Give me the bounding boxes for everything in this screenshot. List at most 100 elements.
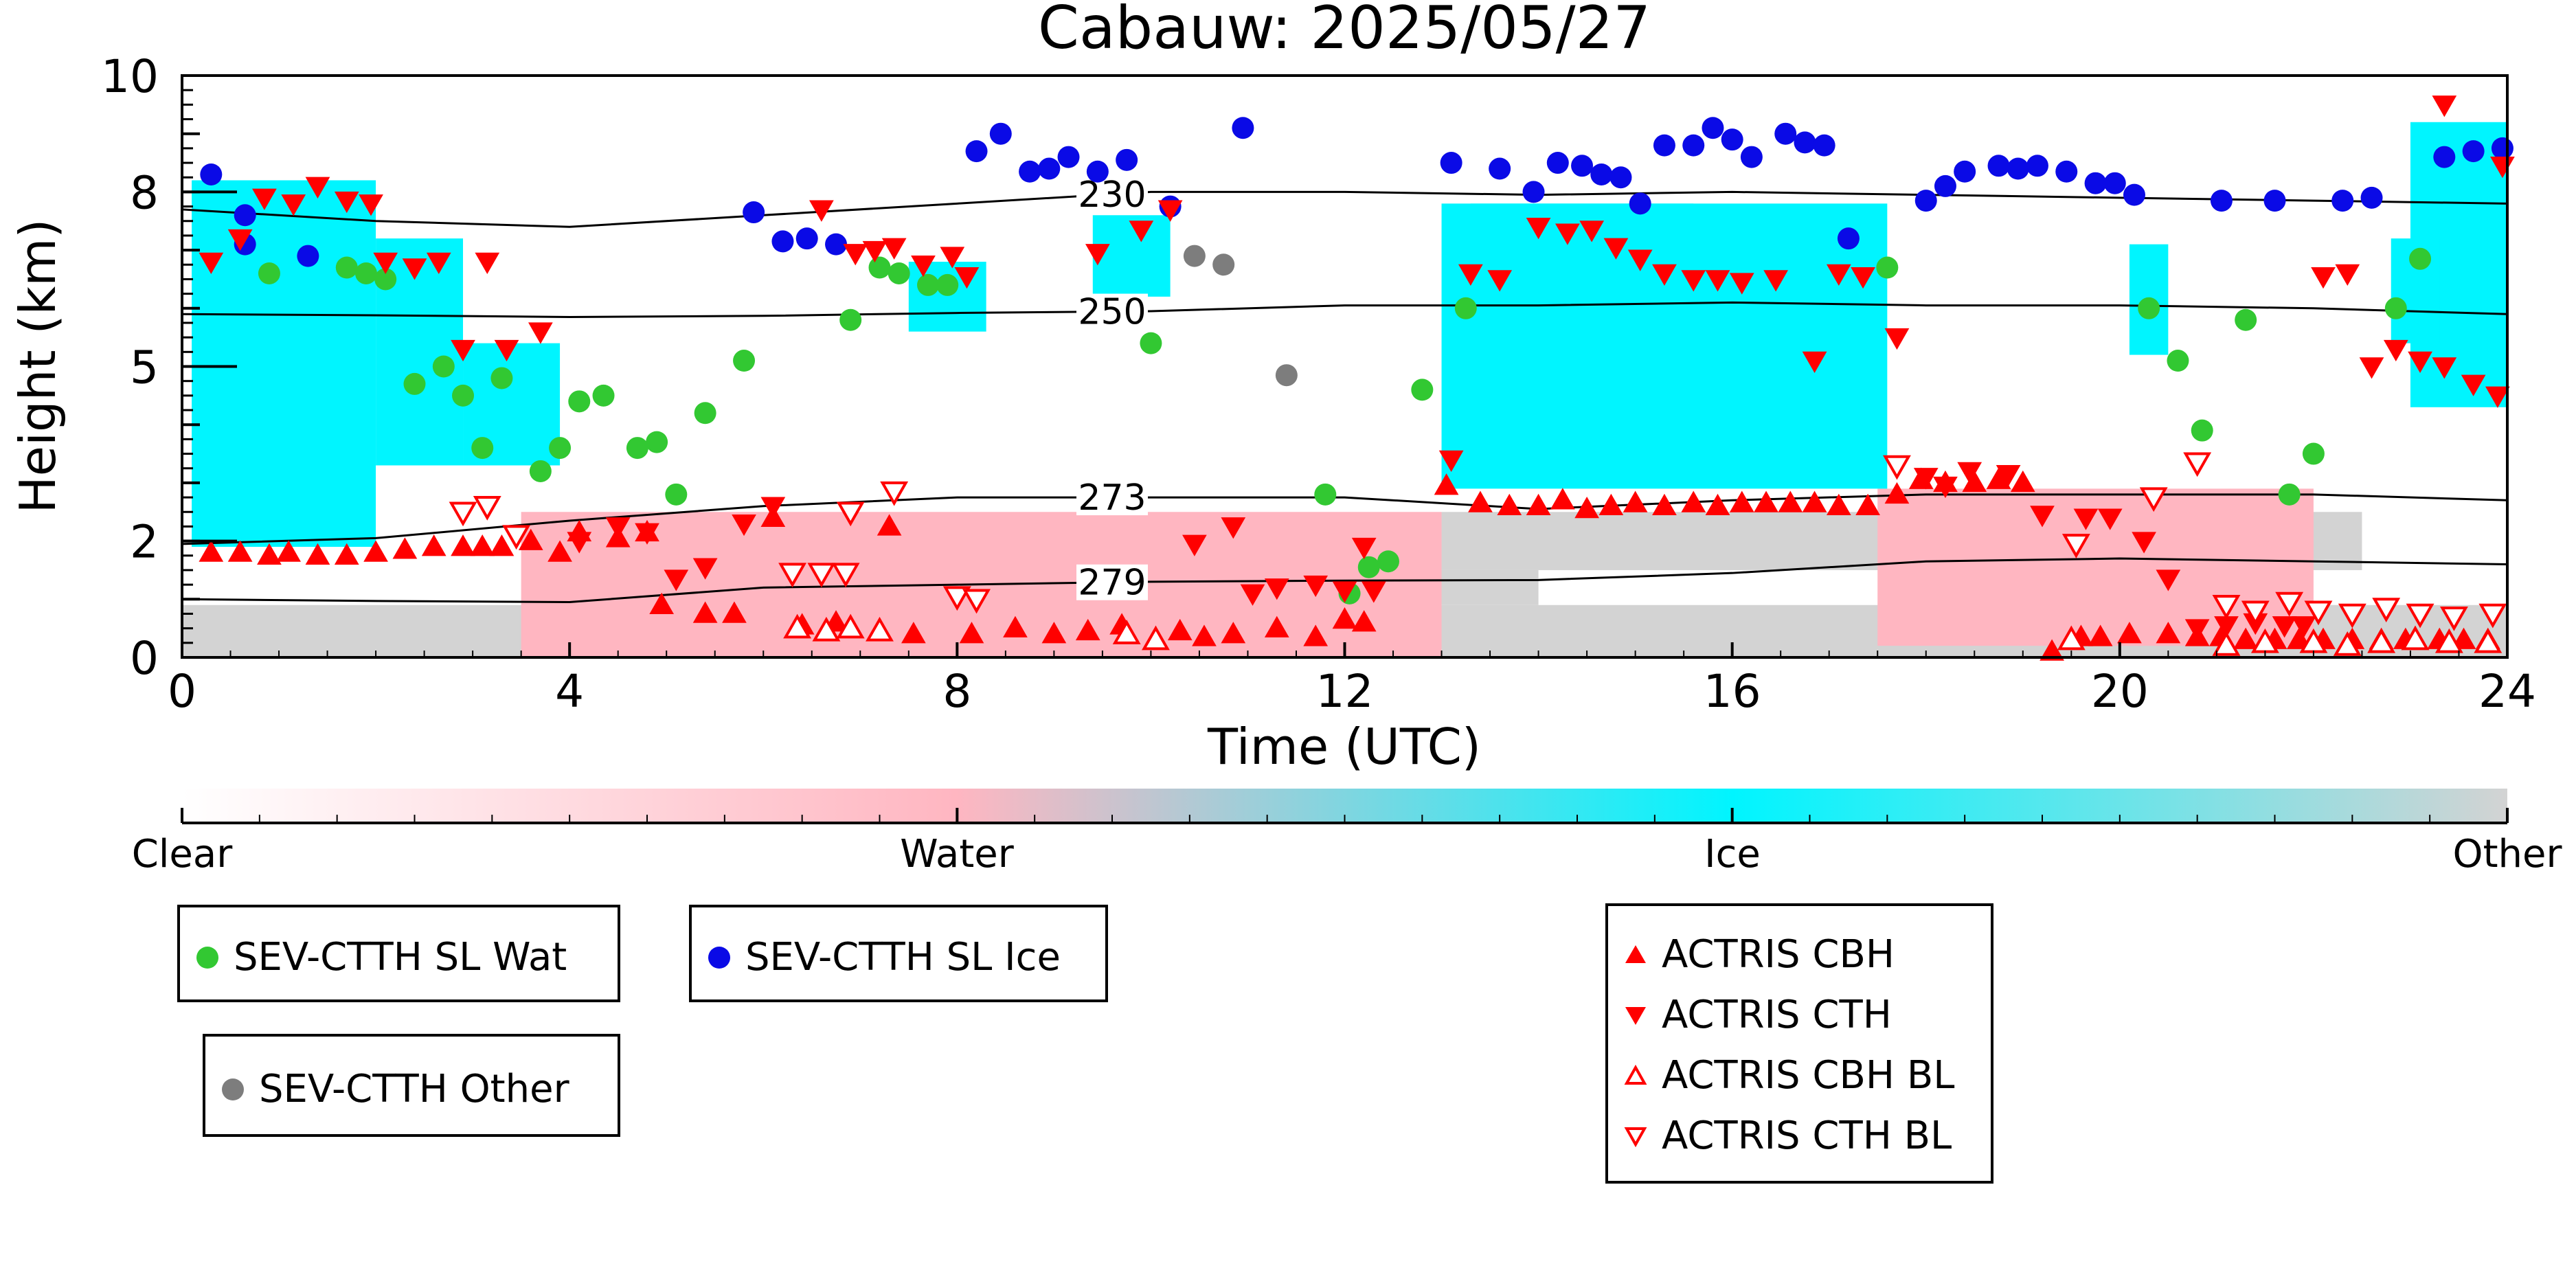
data-point	[965, 140, 988, 163]
data-point	[1774, 122, 1797, 145]
series-actris-cth	[199, 95, 2515, 641]
colorbar-label-water: Water	[900, 832, 1015, 877]
y-axis-label: Height (km)	[9, 219, 67, 514]
data-point	[1802, 351, 1827, 374]
data-point	[518, 528, 543, 550]
filled-triangle-down-icon	[1625, 1006, 1646, 1025]
data-point	[2474, 628, 2502, 653]
data-point	[1182, 534, 1207, 556]
contour-230	[182, 190, 2507, 228]
data-point	[2191, 419, 2213, 442]
data-point	[2432, 357, 2457, 379]
data-point	[2275, 591, 2304, 617]
data-point	[936, 273, 959, 296]
x-tick-label: 4	[555, 665, 584, 718]
data-point	[432, 355, 455, 378]
data-point	[1522, 181, 1545, 203]
data-point	[881, 238, 907, 260]
data-point	[862, 240, 888, 263]
data-point	[1487, 270, 1513, 292]
data-point	[1623, 490, 1648, 512]
data-point	[1085, 244, 1110, 266]
data-point	[200, 163, 223, 185]
legend-label: SEV-CTTH SL Ice	[745, 935, 1061, 980]
data-point	[836, 501, 865, 527]
data-point	[359, 194, 383, 216]
data-point	[942, 586, 971, 611]
data-point	[2338, 603, 2366, 629]
data-point	[1303, 624, 1329, 646]
data-point	[1705, 270, 1730, 292]
legend-item-actris-cbh-bl: ACTRIS CBH BL	[1623, 1053, 1954, 1098]
data-point	[1303, 575, 1329, 598]
data-point	[1837, 227, 1860, 250]
gray-circle-icon	[222, 1078, 244, 1100]
data-point	[1129, 221, 1154, 242]
marker-layer	[199, 95, 2515, 661]
data-point	[2291, 616, 2316, 638]
data-point	[199, 540, 224, 562]
data-point	[831, 563, 860, 588]
data-point	[227, 229, 253, 251]
data-point	[258, 262, 280, 284]
data-point	[1778, 490, 1803, 512]
data-point	[2360, 186, 2383, 209]
data-point	[1221, 517, 1246, 539]
temperature-contours: 230 250 273 279	[182, 174, 2507, 604]
data-point	[1555, 223, 1580, 245]
data-point	[1826, 493, 1851, 516]
data-point	[646, 431, 668, 453]
data-point	[1454, 297, 1477, 319]
data-point	[2184, 619, 2210, 641]
data-point	[502, 525, 531, 550]
data-point	[812, 616, 841, 642]
data-point	[1489, 157, 1511, 180]
data-point	[868, 256, 891, 279]
x-tick-label: 12	[1316, 665, 1374, 718]
data-point	[2073, 508, 2099, 530]
axis-ticks: 0 4 8 12 16 20 24 0 2 5 8 10	[101, 50, 2536, 718]
curtain-ice-region	[1441, 203, 1888, 489]
data-point	[354, 262, 377, 284]
data-point	[1579, 221, 1605, 242]
data-point	[227, 540, 253, 562]
data-point	[2132, 532, 2156, 554]
data-point	[917, 273, 940, 296]
chart-title: Cabauw: 2025/05/27	[1038, 0, 1651, 63]
colorbar-label-other: Other	[2452, 832, 2562, 877]
data-point	[1933, 476, 1958, 499]
data-point	[1571, 155, 1594, 177]
data-point	[363, 540, 388, 562]
data-point	[2335, 264, 2360, 286]
data-point	[1157, 200, 1183, 222]
data-point	[2139, 487, 2168, 512]
data-point	[2026, 155, 2048, 177]
data-point	[1167, 618, 1193, 641]
data-point	[2406, 603, 2434, 629]
data-point	[1003, 615, 1028, 637]
data-point	[783, 613, 812, 639]
data-point	[2103, 172, 2126, 194]
data-point	[1116, 148, 1138, 171]
data-point	[1884, 482, 1910, 504]
data-point	[1264, 615, 1289, 637]
data-point	[199, 252, 224, 275]
data-point	[1264, 578, 1289, 600]
data-point	[252, 188, 277, 210]
data-point	[1754, 490, 1778, 512]
data-point	[490, 367, 513, 389]
data-point	[877, 514, 902, 536]
data-point	[605, 517, 631, 539]
data-point	[2212, 595, 2241, 620]
data-point	[2156, 569, 2181, 591]
series-actris-cth-bl	[449, 452, 2507, 631]
data-point	[2359, 357, 2384, 379]
data-point	[1232, 117, 1254, 139]
data-point	[1855, 493, 1880, 516]
contour-label-230: 230	[1078, 174, 1146, 216]
data-point	[2367, 628, 2396, 653]
data-point	[1526, 493, 1551, 516]
data-point	[403, 372, 426, 395]
data-point	[2117, 622, 2142, 644]
open-triangle-down-icon	[1624, 1127, 1647, 1147]
